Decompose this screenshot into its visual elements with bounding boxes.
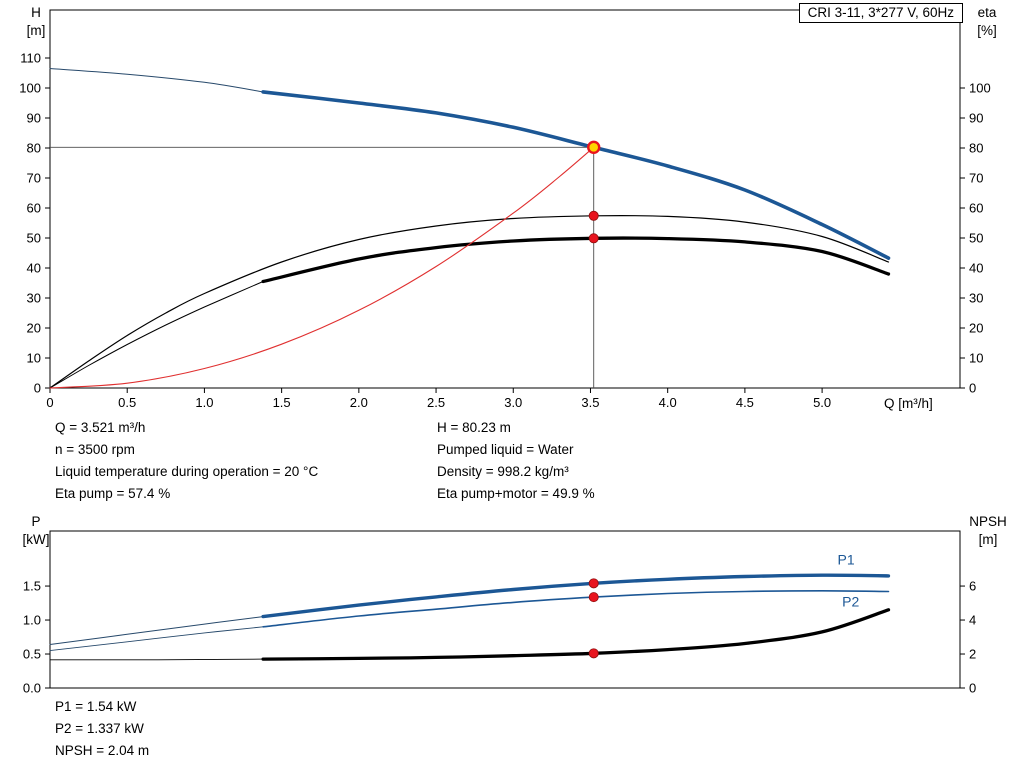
- right-y-tick-label: 20: [969, 321, 983, 336]
- bottom-annotations-column: P1 = 1.54 kW P2 = 1.337 kW NPSH = 2.04 m: [55, 696, 149, 762]
- annotation-p1: P1 = 1.54 kW: [55, 699, 137, 714]
- operating-point-marker: [587, 140, 601, 155]
- right-y-tick-label: 90: [969, 111, 983, 126]
- right-y-tick-label: 6: [969, 579, 976, 594]
- left-y-tick-label: 50: [27, 231, 41, 246]
- plot-frame: [49, 9, 961, 389]
- annotation-liquid-temperature: Liquid temperature during operation = 20…: [55, 464, 319, 479]
- left-y-tick-label: 110: [20, 51, 41, 66]
- curve-label-p2: P2: [842, 593, 859, 609]
- eta-pump-motor-extension: [49, 281, 264, 389]
- right-y-tick-label: 60: [969, 201, 983, 216]
- right-y-tick-label: 50: [969, 231, 983, 246]
- duty-point-dot: [588, 233, 599, 244]
- head-curve-extension: [49, 68, 264, 93]
- eta-pump-motor-curve: [261, 236, 891, 284]
- left-axis-title-line1: H: [31, 5, 41, 20]
- annotation-density: Density = 998.2 kg/m³: [437, 464, 569, 479]
- left-y-tick-label: 1.5: [23, 579, 41, 594]
- x-tick-label: 0.5: [118, 395, 136, 410]
- duty-point-dot: [588, 648, 599, 659]
- annotation-rpm: n = 3500 rpm: [55, 442, 135, 457]
- chart-title-box: CRI 3-11, 3*277 V, 60Hz: [798, 3, 963, 23]
- left-axis-title-h: H [m]: [16, 4, 56, 40]
- right-y-tick-label: 40: [969, 261, 983, 276]
- top-chart: 0 0.5 1.0 1.5 2.0 2.5 3.0 3.5 4.0 4.5 5.0 0 10 20 30 40…: [19, 9, 991, 410]
- curve-label-p1: P1: [838, 551, 855, 567]
- right-y-tick-label: 0: [969, 381, 976, 396]
- top-annotations-left-column: Q = 3.521 m³/h n = 3500 rpm Liquid tempe…: [55, 417, 318, 505]
- x-tick-label: 2.0: [350, 395, 368, 410]
- right-y-tick-label: 0: [969, 681, 976, 696]
- right-y-tick-label: 70: [969, 171, 983, 186]
- left-y-tick-label: 0.5: [23, 647, 41, 662]
- right-axis-title-npsh-line1: NPSH: [969, 514, 1007, 529]
- npsh-curve: [261, 608, 891, 661]
- right-y-tick-label: 30: [969, 291, 983, 306]
- annotation-eta-pump: Eta pump = 57.4 %: [55, 486, 171, 501]
- left-axis-title-line2: [m]: [26, 23, 46, 38]
- top-annotations-right-column: H = 80.23 m Pumped liquid = Water Densit…: [437, 417, 595, 505]
- duty-point-dot: [588, 578, 599, 589]
- left-y-tick-label: 80: [27, 141, 41, 156]
- right-y-tick-label: 2: [969, 647, 976, 662]
- right-axis-title-line1: eta: [977, 5, 997, 20]
- right-y-tick-label: 80: [969, 141, 983, 156]
- left-axis-title-p-line2: [kW]: [22, 532, 50, 547]
- p2-curve: [262, 589, 890, 628]
- left-y-tick-label: 60: [27, 201, 41, 216]
- left-y-tick-label: 0: [34, 381, 41, 396]
- x-tick-label: 4.5: [736, 395, 754, 410]
- left-y-tick-label: 0.0: [23, 681, 41, 696]
- head-curve: [261, 90, 891, 260]
- left-y-tick-label: 20: [27, 321, 41, 336]
- p1-curve-extension: [49, 616, 264, 645]
- right-axis-title-npsh-line2: [m]: [978, 532, 998, 547]
- left-axis-title-p: P [kW]: [14, 513, 58, 549]
- x-tick-label: 1.0: [195, 395, 213, 410]
- x-axis-title-q: Q [m³/h]: [884, 396, 933, 411]
- left-axis-title-p-line1: P: [31, 514, 41, 529]
- p2-curve-extension: [49, 626, 264, 652]
- annotation-eta-pump-motor: Eta pump+motor = 49.9 %: [437, 486, 595, 501]
- right-axis-title-line2: [%]: [977, 23, 997, 38]
- x-tick-label: 3.5: [581, 395, 599, 410]
- x-tick-label: 3.0: [504, 395, 522, 410]
- right-y-tick-label: 10: [969, 351, 983, 366]
- right-axis-title-eta: eta [%]: [963, 4, 1011, 40]
- x-tick-label: 5.0: [813, 395, 831, 410]
- x-tick-label: 2.5: [427, 395, 445, 410]
- left-y-tick-label: 70: [27, 171, 41, 186]
- system-curve: [49, 146, 595, 389]
- left-y-tick-label: 1.0: [23, 613, 41, 628]
- right-y-tick-label: 4: [969, 613, 976, 628]
- x-tick-label: 4.0: [659, 395, 677, 410]
- duty-point-dot: [588, 210, 599, 221]
- bottom-chart: 0.0 0.5 1.0 1.5 0 2 4 6 P1 P2: [23, 530, 976, 696]
- plot-frame: [49, 530, 961, 689]
- left-y-tick-label: 10: [27, 351, 41, 366]
- annotation-p2: P2 = 1.337 kW: [55, 721, 144, 736]
- left-y-tick-label: 30: [27, 291, 41, 306]
- eta-pump-curve: [49, 214, 890, 389]
- annotation-pumped-liquid: Pumped liquid = Water: [437, 442, 574, 457]
- annotation-q: Q = 3.521 m³/h: [55, 420, 146, 435]
- left-y-tick-label: 40: [27, 261, 41, 276]
- annotation-npsh: NPSH = 2.04 m: [55, 743, 150, 758]
- p1-curve: [261, 573, 891, 619]
- left-y-tick-label: 90: [27, 111, 41, 126]
- duty-point-dot: [588, 592, 599, 603]
- left-y-tick-label: 100: [19, 81, 41, 96]
- right-axis-title-npsh: NPSH [m]: [958, 513, 1018, 549]
- npsh-curve-extension: [49, 658, 264, 661]
- x-tick-label: 1.5: [273, 395, 291, 410]
- right-y-tick-label: 100: [969, 81, 991, 96]
- annotation-head: H = 80.23 m: [437, 420, 511, 435]
- x-tick-label: 0: [46, 395, 53, 410]
